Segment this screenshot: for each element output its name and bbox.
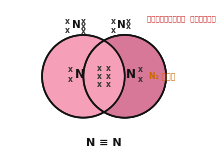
Text: x: x — [106, 72, 111, 81]
Text: x: x — [65, 17, 70, 26]
Text: x: x — [111, 17, 116, 26]
Text: x: x — [97, 64, 102, 73]
Text: x: x — [106, 64, 111, 73]
Text: x: x — [97, 72, 102, 81]
Text: x: x — [111, 26, 116, 35]
Text: N: N — [117, 21, 126, 30]
Text: x: x — [138, 75, 143, 84]
Text: N: N — [72, 21, 81, 30]
Circle shape — [42, 35, 125, 118]
Text: x: x — [68, 75, 73, 84]
Text: नाइट्रोजन  परमाणु: नाइट्रोजन परमाणु — [147, 16, 216, 22]
Text: x: x — [65, 26, 70, 35]
Text: x: x — [106, 80, 111, 89]
Text: x: x — [126, 17, 131, 26]
Text: x: x — [81, 27, 86, 35]
Text: N ≡ N: N ≡ N — [86, 138, 122, 148]
Text: x: x — [81, 17, 86, 26]
Polygon shape — [104, 35, 166, 118]
Text: x: x — [126, 22, 131, 31]
Text: x: x — [97, 80, 102, 89]
Text: N: N — [75, 68, 85, 81]
Text: x: x — [81, 22, 86, 31]
Text: x: x — [68, 66, 73, 74]
Text: x: x — [138, 66, 143, 74]
Circle shape — [83, 35, 166, 118]
Text: N: N — [126, 68, 136, 81]
Text: N₂ अणु: N₂ अणु — [149, 72, 175, 81]
